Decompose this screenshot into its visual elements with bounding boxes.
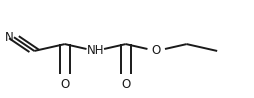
Text: NH: NH <box>87 44 104 57</box>
Text: O: O <box>60 78 69 91</box>
Text: O: O <box>121 78 130 91</box>
Text: O: O <box>152 44 161 57</box>
Text: N: N <box>5 31 14 44</box>
